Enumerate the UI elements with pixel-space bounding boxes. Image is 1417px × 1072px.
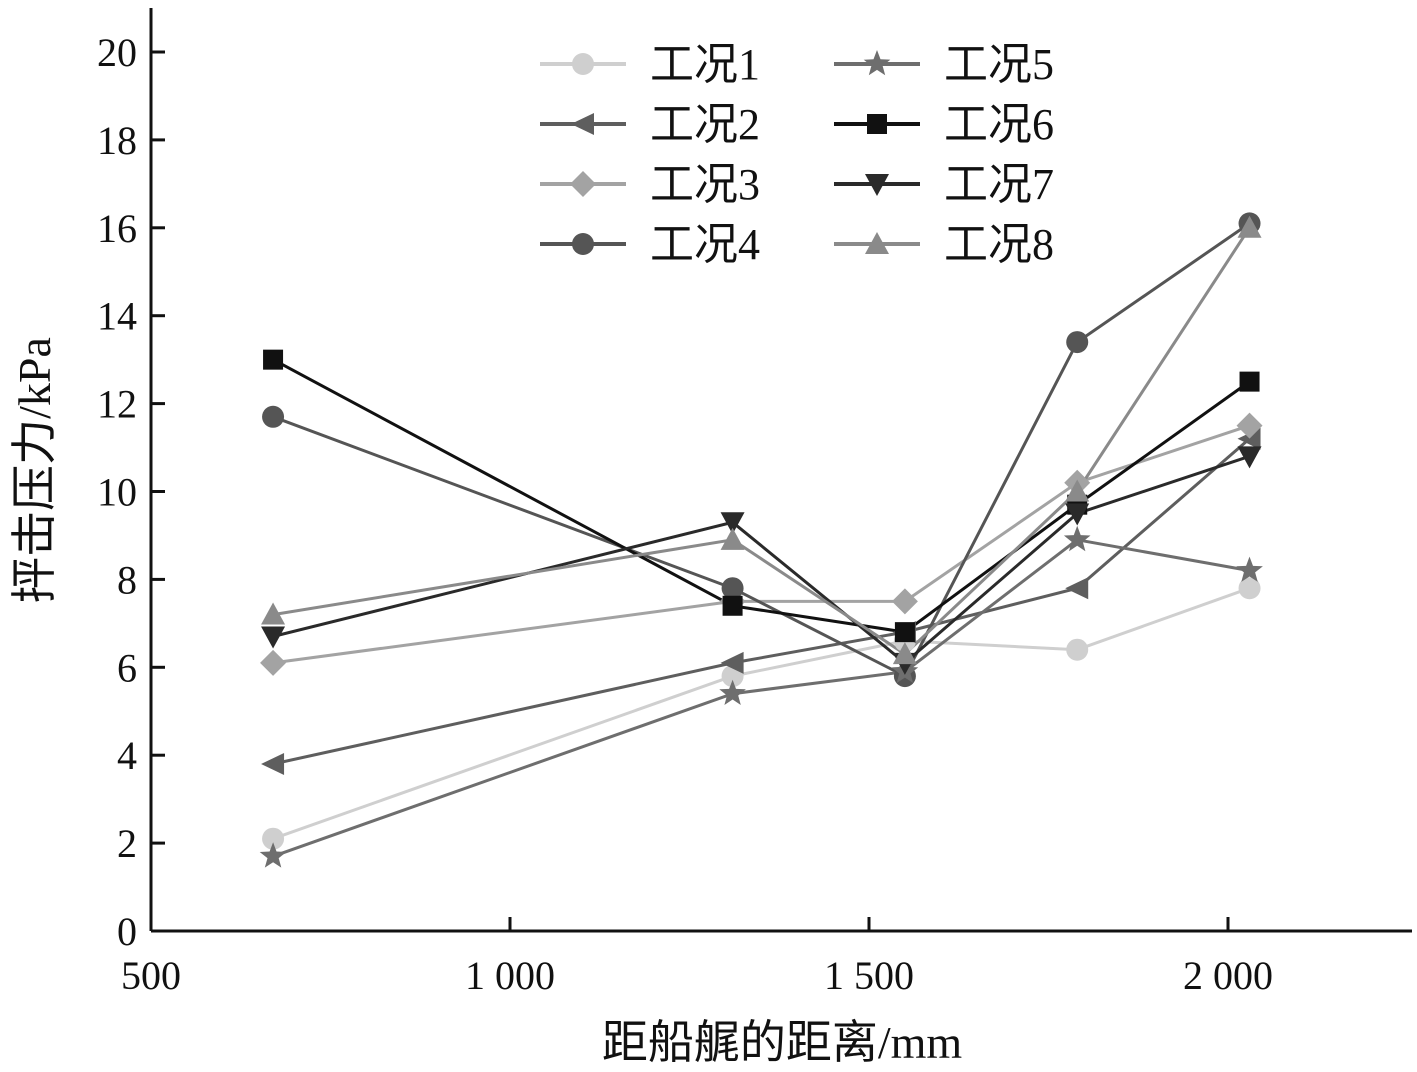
legend-label: 工况6 bbox=[944, 100, 1054, 149]
legend-marker bbox=[572, 233, 594, 255]
legend-entry-7: 工况7 bbox=[834, 160, 1054, 209]
x-axis-label: 距船艉的距离/mm bbox=[602, 1017, 963, 1068]
series-2-point-2 bbox=[720, 651, 744, 674]
axes bbox=[149, 8, 1412, 933]
y-tick-label-6: 12 bbox=[97, 382, 137, 427]
legend-marker bbox=[865, 232, 889, 254]
series-4-point-4 bbox=[1066, 331, 1089, 354]
series-8-point-2 bbox=[720, 527, 745, 550]
legend-marker bbox=[572, 53, 594, 75]
series-line-8 bbox=[272, 226, 1251, 657]
legend-label: 工况2 bbox=[650, 100, 760, 149]
legend-entry-8: 工况8 bbox=[834, 220, 1054, 269]
y-tick-label-3: 6 bbox=[117, 645, 137, 690]
series-8-point-4 bbox=[1065, 479, 1090, 502]
series-2-point-4 bbox=[1065, 577, 1089, 600]
series-6-point-5 bbox=[1239, 371, 1260, 392]
legend-marker bbox=[863, 50, 891, 76]
legend-label: 工况1 bbox=[650, 40, 760, 89]
y-tick-label-2: 4 bbox=[117, 733, 137, 778]
series-6-point-1 bbox=[263, 349, 284, 370]
y-tick-label-5: 10 bbox=[97, 470, 137, 515]
series-7-point-1 bbox=[261, 626, 286, 649]
series-lines bbox=[272, 222, 1251, 858]
legend-entry-2: 工况2 bbox=[540, 100, 760, 149]
y-tick-label-8: 16 bbox=[97, 206, 137, 251]
x-tick-label-0: 500 bbox=[121, 953, 181, 998]
series-8-point-1 bbox=[261, 602, 286, 625]
y-tick-label-0: 0 bbox=[117, 909, 137, 954]
legend-marker bbox=[571, 113, 594, 135]
legend-marker bbox=[570, 171, 596, 197]
y-tick-label-4: 8 bbox=[117, 557, 137, 602]
ticks: 0 2 4 6 8 10 12 14 16 18 20 500 1 000 1 500 2 000 bbox=[97, 30, 1273, 998]
series-line-1 bbox=[272, 586, 1251, 841]
legend-label: 工况5 bbox=[944, 40, 1054, 89]
legend-entry-4: 工况4 bbox=[540, 220, 760, 269]
series-6-point-3 bbox=[894, 622, 915, 643]
legend-entry-1: 工况1 bbox=[540, 40, 760, 89]
x-tick-label-1: 1 000 bbox=[465, 953, 555, 998]
series-3-point-3 bbox=[891, 588, 918, 615]
y-tick-label-1: 2 bbox=[117, 821, 137, 866]
series-4-point-1 bbox=[262, 405, 285, 428]
y-tick-label-10: 20 bbox=[97, 30, 137, 75]
series-1-point-1 bbox=[262, 827, 285, 850]
legend-label: 工况8 bbox=[944, 220, 1054, 269]
series-7-point-4 bbox=[1065, 503, 1090, 526]
legend-entry-6: 工况6 bbox=[834, 100, 1054, 149]
y-axis-label: 抨击压力/kPa bbox=[9, 337, 60, 603]
series-2-point-1 bbox=[261, 752, 285, 775]
series-3-point-5 bbox=[1236, 412, 1263, 439]
series-line-5 bbox=[272, 538, 1250, 858]
series-8-point-3 bbox=[892, 642, 917, 665]
series-markers bbox=[259, 212, 1263, 868]
legend-label: 工况7 bbox=[944, 160, 1054, 209]
series-5-point-2 bbox=[719, 679, 746, 705]
legend-marker bbox=[867, 114, 887, 134]
series-5-point-5 bbox=[1236, 556, 1263, 582]
series-1-point-4 bbox=[1066, 638, 1089, 661]
x-tick-label-2: 1 500 bbox=[824, 953, 914, 998]
series-3-point-1 bbox=[260, 649, 287, 676]
y-tick-label-9: 18 bbox=[97, 118, 137, 163]
legend-entry-3: 工况3 bbox=[540, 160, 760, 209]
legend-label: 工况3 bbox=[650, 160, 760, 209]
series-5-point-1 bbox=[259, 842, 287, 868]
series-7-point-2 bbox=[720, 512, 745, 535]
y-tick-label-7: 14 bbox=[97, 294, 137, 339]
x-tick-label-3: 2 000 bbox=[1183, 953, 1273, 998]
series-1-point-5 bbox=[1238, 577, 1261, 600]
legend-marker bbox=[865, 174, 889, 196]
series-6-point-2 bbox=[722, 595, 743, 616]
series-8-point-5 bbox=[1237, 215, 1262, 238]
legend-entry-5: 工况5 bbox=[834, 40, 1054, 89]
series-4-point-2 bbox=[721, 577, 744, 600]
legend: 工况1 工况2 工况3 工况4 工况5 工况6 工况7 工况8 bbox=[540, 40, 1054, 269]
series-7-point-5 bbox=[1237, 446, 1262, 469]
legend-label: 工况4 bbox=[650, 220, 760, 269]
series-5-point-4 bbox=[1063, 525, 1091, 552]
